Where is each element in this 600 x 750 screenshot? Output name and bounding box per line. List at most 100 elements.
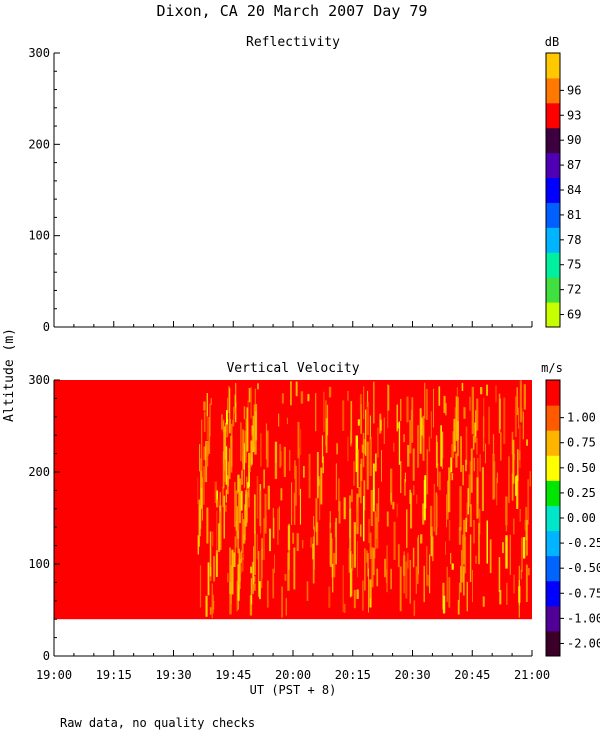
velocity-streak [263, 518, 265, 560]
velocity-streak [492, 461, 496, 499]
velocity-streak [236, 580, 238, 612]
colorbar-segment [546, 605, 560, 632]
velocity-streak [308, 453, 311, 499]
velocity-streak [450, 457, 453, 473]
velocity-streak [233, 406, 235, 420]
velocity-streak [227, 573, 229, 583]
colorbar-label: 96 [567, 83, 581, 97]
velocity-streak [451, 444, 453, 465]
velocity-streak [468, 474, 471, 507]
velocity-streak [260, 433, 262, 467]
velocity-streak [322, 456, 324, 474]
velocity-streak [376, 568, 379, 587]
velocity-streak [251, 427, 253, 458]
velocity-streak [199, 565, 202, 608]
velocity-streak [516, 387, 518, 415]
velocity-streak [245, 418, 247, 457]
velocity-streak [451, 563, 454, 570]
colorbar-label: 0.00 [567, 511, 596, 525]
velocity-heatmap [54, 380, 532, 620]
velocity-streak [392, 501, 395, 510]
velocity-streak [349, 508, 351, 550]
velocity-streak [423, 565, 425, 603]
x-tick-label: 20:30 [394, 668, 430, 682]
velocity-streak [423, 480, 426, 521]
velocity-streak [350, 401, 353, 444]
colorbar-segment [546, 480, 560, 506]
velocity-streak [397, 422, 400, 429]
velocity-streak [310, 537, 312, 548]
velocity-streak [495, 385, 497, 403]
velocity-streak [519, 509, 521, 522]
velocity-streak [522, 411, 524, 440]
colorbar-segment [546, 505, 560, 532]
velocity-streak [460, 436, 462, 472]
velocity-streak [335, 518, 337, 565]
velocity-streak [369, 415, 371, 440]
velocity-streak [383, 417, 385, 444]
velocity-streak [412, 448, 415, 481]
velocity-streak [284, 574, 287, 581]
velocity-streak [462, 534, 464, 573]
velocity-streak [323, 391, 325, 432]
velocity-streak [197, 477, 199, 504]
velocity-streak [370, 490, 373, 526]
velocity-streak [215, 550, 218, 577]
velocity-streak [412, 547, 415, 568]
velocity-streak [288, 523, 290, 570]
velocity-streak [482, 416, 485, 452]
velocity-streak [368, 518, 370, 543]
colorbar-segment [546, 455, 560, 481]
velocity-streak [212, 531, 214, 547]
velocity-streak [201, 419, 203, 459]
velocity-streak [201, 477, 203, 521]
velocity-streak [397, 544, 400, 568]
velocity-streak [465, 459, 467, 472]
velocity-streak [275, 462, 277, 480]
velocity-streak [446, 494, 447, 528]
velocity-streak [518, 579, 520, 618]
velocity-streak [235, 383, 237, 408]
velocity-streak [390, 492, 392, 505]
x-tick-label: 19:00 [36, 668, 72, 682]
velocity-streak [521, 408, 523, 422]
velocity-streak [290, 381, 292, 406]
velocity-streak [433, 388, 434, 428]
velocity-streak [294, 465, 297, 506]
velocity-streak [219, 492, 221, 512]
velocity-streak [360, 404, 362, 434]
velocity-streak [338, 478, 340, 512]
velocity-streak [363, 438, 366, 455]
velocity-streak [369, 436, 372, 476]
velocity-streak [448, 520, 451, 541]
velocity-streak [296, 533, 299, 551]
velocity-streak [234, 394, 237, 414]
velocity-streak [473, 520, 475, 544]
velocity-streak [469, 504, 472, 527]
velocity-streak [377, 488, 380, 522]
velocity-streak [210, 398, 212, 405]
velocity-streak [506, 582, 508, 605]
velocity-streak [368, 568, 369, 613]
velocity-streak [443, 395, 446, 414]
velocity-streak [518, 407, 519, 429]
velocity-streak [228, 386, 230, 413]
velocity-streak [285, 598, 287, 616]
velocity-streak [224, 504, 227, 512]
velocity-streak [347, 390, 349, 401]
velocity-streak [312, 536, 315, 584]
velocity-streak [216, 510, 218, 554]
velocity-streak [267, 485, 270, 510]
velocity-streak [360, 524, 362, 537]
x-tick-label: 20:00 [275, 668, 311, 682]
colorbar-segment [546, 580, 560, 607]
y-tick-label: 0 [43, 320, 50, 334]
velocity-streak [328, 386, 332, 398]
velocity-streak [318, 476, 320, 486]
velocity-streak [260, 551, 263, 589]
velocity-streak [307, 394, 310, 402]
velocity-streak [471, 386, 474, 435]
velocity-streak [254, 494, 256, 534]
velocity-streak [352, 554, 354, 571]
velocity-streak [476, 398, 479, 431]
